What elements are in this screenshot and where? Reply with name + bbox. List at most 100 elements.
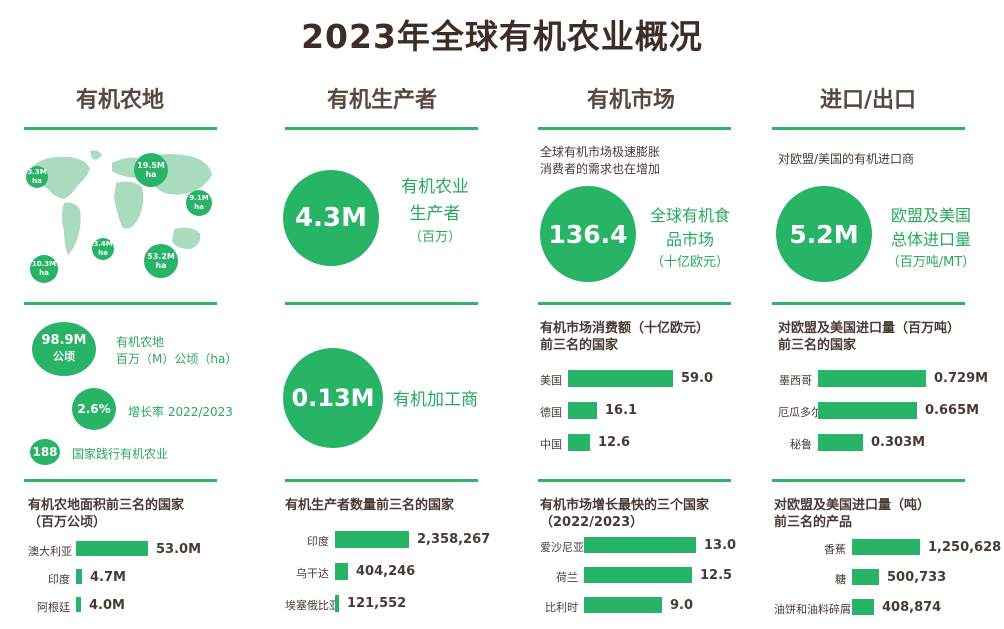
bar-value-label: 53.0M bbox=[156, 542, 202, 557]
bar bbox=[76, 569, 82, 584]
chart-market-consumption: 有机市场消费额（十亿欧元） 前三名的国家 美国 59.0 德国 16.1 中国 12.6 bbox=[540, 320, 740, 460]
chart-title-line: 前三名的国家 bbox=[778, 338, 857, 353]
bar bbox=[818, 402, 917, 419]
divider bbox=[285, 479, 478, 482]
chart-title: 有机农地面积前三名的国家 （百万公顷） bbox=[28, 497, 184, 531]
chart-title-line: 有机市场消费额（十亿欧元） bbox=[540, 321, 710, 336]
chart-title-line: 前三名的产品 bbox=[774, 515, 853, 530]
bar-category-label: 糖 bbox=[835, 573, 846, 586]
map-bubble: 9.1M ha bbox=[186, 190, 212, 216]
land-area-label-line: 有机农地 bbox=[116, 335, 165, 349]
land-area-value: 98.9M bbox=[41, 333, 87, 348]
map-bubble-value: 3.3M bbox=[27, 168, 47, 176]
bar-value-label: 16.1 bbox=[605, 403, 638, 418]
divider bbox=[772, 302, 965, 305]
chart-trade-countries: 对欧盟及美国进口量（百万吨） 前三名的国家 墨西哥 0.729M 厄瓜多尔 0.665M 秘… bbox=[778, 320, 998, 460]
bar-category-label: 阿根廷 bbox=[37, 601, 70, 614]
bar bbox=[335, 531, 409, 548]
map-bubble: 53.2M ha bbox=[144, 244, 178, 278]
bar-value-label: 500,733 bbox=[887, 570, 947, 585]
column-header-producers: 有机生产者 bbox=[326, 88, 437, 113]
bar-category-label: 油饼和油料碎屑 bbox=[774, 603, 851, 616]
divider bbox=[772, 127, 965, 130]
trade-circle: 5.2M bbox=[776, 186, 872, 282]
chart-title-line: 前三名的国家 bbox=[540, 338, 619, 353]
map-bubble: 3.3M ha bbox=[26, 166, 48, 188]
trade-label-line: 总体进口量 bbox=[890, 230, 971, 249]
map-bubble-value: 10.3M bbox=[31, 260, 57, 268]
map-bubble-value: 53.2M bbox=[147, 252, 175, 261]
market-circle: 136.4 bbox=[540, 186, 636, 282]
chart-trade-products: 对欧盟及美国进口量（吨） 前三名的产品香蕉 1,250,628 糖 500,733 油饼和… bbox=[774, 497, 1002, 625]
map-bubble-value: 19.5M bbox=[137, 161, 165, 170]
map-bubble-unit: ha bbox=[32, 177, 42, 185]
bar-category-label: 埃塞俄比亚 bbox=[285, 599, 340, 612]
producers-unit: （百万） bbox=[408, 230, 461, 245]
bar bbox=[568, 402, 597, 419]
land-area-label-line: 百万（M）公顷（ha） bbox=[116, 352, 238, 366]
land-area-circle: 98.9M 公顷 bbox=[32, 322, 96, 376]
chart-title-line: （2022/2023） bbox=[540, 515, 644, 530]
chart-title: 有机生产者数量前三名的国家 bbox=[285, 497, 454, 514]
bar-category-label: 印度 bbox=[307, 535, 329, 548]
bar bbox=[584, 567, 692, 583]
chart-title: 有机市场增长最快的三个国家 （2022/2023） bbox=[540, 497, 709, 531]
bar-value-label: 121,552 bbox=[347, 596, 407, 611]
divider bbox=[285, 127, 478, 130]
divider bbox=[285, 302, 478, 305]
chart-producer-countries: 有机生产者数量前三名的国家 印度 2,358,267 乌干达 404,246 埃塞俄比亚 1… bbox=[285, 497, 495, 625]
chart-title: 对欧盟及美国进口量（吨） 前三名的产品 bbox=[774, 497, 930, 531]
divider bbox=[24, 302, 217, 305]
producers-circle: 4.3M bbox=[283, 170, 379, 266]
bar bbox=[568, 370, 673, 387]
bar-value-label: 9.0 bbox=[670, 598, 694, 613]
divider bbox=[538, 127, 731, 130]
bar-value-label: 1,250,628 bbox=[928, 540, 1002, 555]
bar-category-label: 澳大利亚 bbox=[28, 545, 72, 558]
chart-land-countries: 有机农地面积前三名的国家 （百万公顷） 澳大利亚 53.0M 印度 4.7M 阿根廷 4.0M bbox=[28, 497, 228, 625]
chart-title-line: 对欧盟及美国进口量（百万吨） bbox=[778, 321, 961, 336]
bar-category-label: 香蕉 bbox=[824, 543, 846, 556]
trade-label-line: 欧盟及美国 bbox=[890, 206, 971, 225]
bar-value-label: 0.665M bbox=[925, 403, 980, 418]
bar-category-label: 荷兰 bbox=[556, 571, 578, 584]
market-intro: 全球有机市场极速膨胀 消费者的需求也在增加 bbox=[540, 144, 660, 178]
trade-unit: （百万吨/MT） bbox=[886, 255, 976, 270]
market-label-line: 全球有机食 bbox=[649, 206, 730, 225]
bar-value-label: 59.0 bbox=[681, 371, 714, 386]
chart-title-line: 有机市场增长最快的三个国家 bbox=[540, 498, 710, 513]
divider bbox=[538, 302, 731, 305]
bar-category-label: 厄瓜多尔 bbox=[778, 406, 822, 419]
map-bubble: 19.5M ha bbox=[134, 153, 168, 187]
chart-title: 对欧盟及美国进口量（百万吨） 前三名的国家 bbox=[778, 320, 960, 354]
map-bubble-unit: ha bbox=[145, 170, 157, 179]
bar bbox=[335, 563, 348, 580]
bar-value-label: 12.6 bbox=[598, 435, 631, 450]
divider bbox=[772, 479, 965, 482]
bar-value-label: 4.7M bbox=[90, 570, 126, 585]
column-header-trade: 进口/出口 bbox=[819, 88, 917, 113]
divider bbox=[24, 479, 217, 482]
divider bbox=[24, 127, 217, 130]
chart-title-line: 有机农地面积前三名的国家 bbox=[28, 498, 185, 513]
chart-title-line: 有机生产者数量前三名的国家 bbox=[285, 498, 455, 513]
bar-category-label: 墨西哥 bbox=[779, 374, 812, 387]
bar bbox=[76, 597, 81, 612]
countries-label: 国家践行有机农业 bbox=[72, 447, 169, 461]
bar-category-label: 爱沙尼亚 bbox=[540, 541, 584, 554]
bar-value-label: 2,358,267 bbox=[417, 532, 491, 547]
land-area-unit: 公顷 bbox=[53, 350, 75, 363]
map-bubble-unit: ha bbox=[155, 261, 167, 270]
bar-category-label: 美国 bbox=[540, 374, 562, 387]
bar-category-label: 秘鲁 bbox=[790, 438, 812, 451]
producers-label-line: 生产者 bbox=[409, 204, 461, 224]
chart-title-line: 对欧盟及美国进口量（吨） bbox=[774, 498, 931, 513]
producers-label: 有机农业 生产者 （百万） bbox=[385, 174, 485, 248]
market-intro-line: 全球有机市场极速膨胀 bbox=[540, 145, 661, 159]
map-bubble-unit: ha bbox=[98, 249, 108, 257]
bar bbox=[76, 541, 148, 556]
page-title: 2023年全球有机农业概况 bbox=[301, 17, 703, 56]
bar-category-label: 乌干达 bbox=[296, 567, 329, 580]
trade-intro: 对欧盟/美国的有机进口商 bbox=[778, 152, 915, 166]
chart-title-line: （百万公顷） bbox=[28, 515, 107, 530]
